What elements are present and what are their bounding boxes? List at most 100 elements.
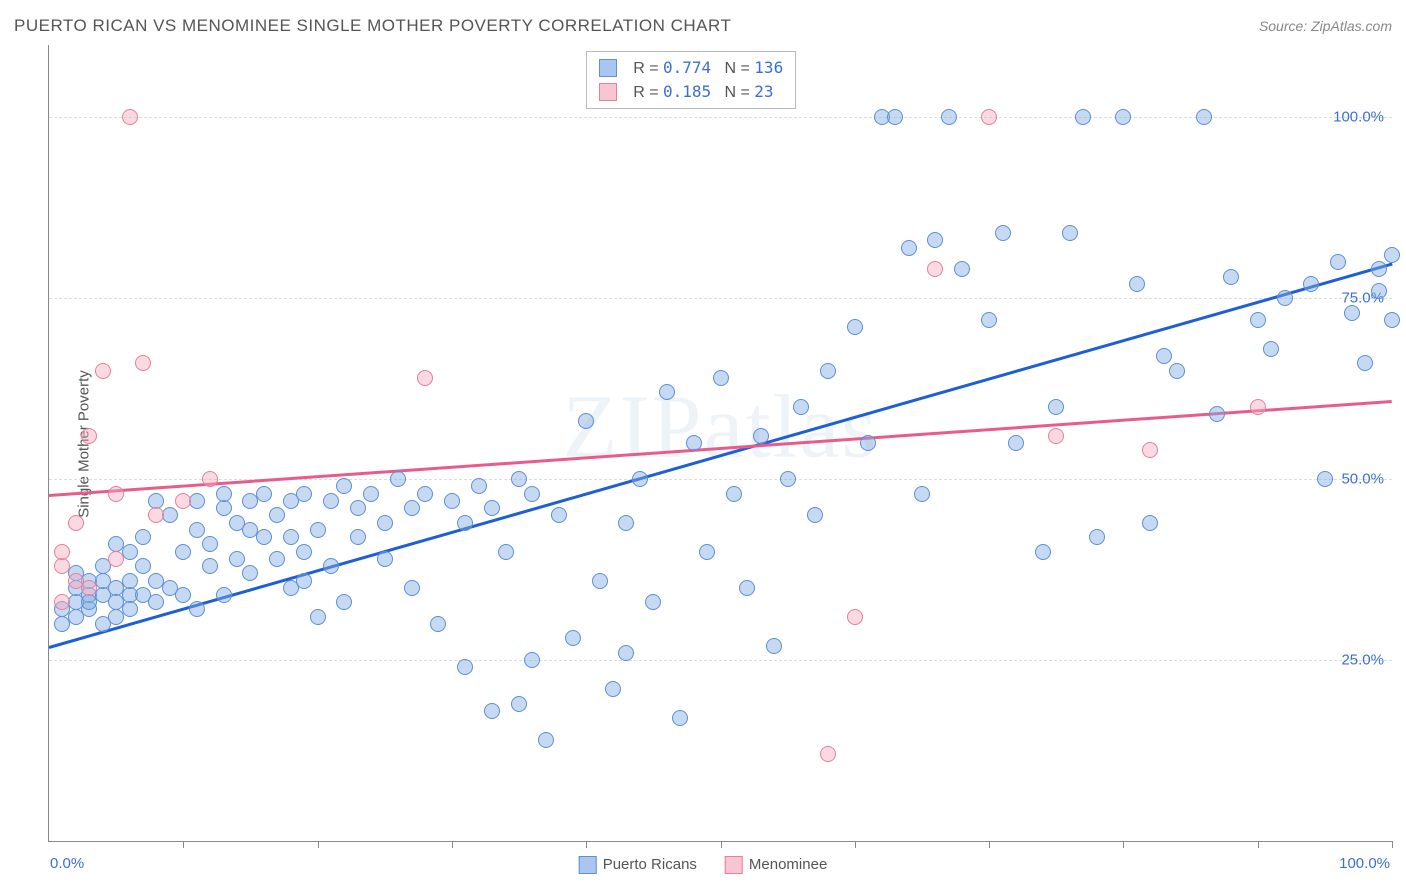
data-point xyxy=(1075,109,1091,125)
data-point xyxy=(847,609,863,625)
data-point xyxy=(524,486,540,502)
x-tick xyxy=(1258,841,1259,848)
trend-line xyxy=(49,400,1392,497)
data-point xyxy=(538,732,554,748)
data-point xyxy=(390,471,406,487)
data-point xyxy=(1048,428,1064,444)
data-point xyxy=(1196,109,1212,125)
gridline xyxy=(49,117,1392,118)
data-point xyxy=(1129,276,1145,292)
data-point xyxy=(54,544,70,560)
data-point xyxy=(148,507,164,523)
data-point xyxy=(336,594,352,610)
data-point xyxy=(296,573,312,589)
x-tick xyxy=(318,841,319,848)
data-point xyxy=(1250,312,1266,328)
data-point xyxy=(618,645,634,661)
data-point xyxy=(108,551,124,567)
data-point xyxy=(54,594,70,610)
data-point xyxy=(981,109,997,125)
data-point xyxy=(672,710,688,726)
data-point xyxy=(323,558,339,574)
data-point xyxy=(350,529,366,545)
x-tick xyxy=(989,841,990,848)
legend-swatch xyxy=(599,83,617,101)
data-point xyxy=(430,616,446,632)
data-point xyxy=(1008,435,1024,451)
series-legend: Puerto RicansMenominee xyxy=(579,856,828,874)
chart-title: PUERTO RICAN VS MENOMINEE SINGLE MOTHER … xyxy=(14,16,731,36)
y-tick-label: 50.0% xyxy=(1341,471,1384,488)
data-point xyxy=(189,522,205,538)
data-point xyxy=(1048,399,1064,415)
data-point xyxy=(404,500,420,516)
trend-line xyxy=(49,262,1393,648)
data-point xyxy=(524,652,540,668)
x-axis-min-label: 0.0% xyxy=(50,855,84,872)
data-point xyxy=(310,522,326,538)
data-point xyxy=(216,587,232,603)
data-point xyxy=(954,261,970,277)
data-point xyxy=(659,384,675,400)
data-point xyxy=(1384,312,1400,328)
data-point xyxy=(1209,406,1225,422)
x-tick xyxy=(1123,841,1124,848)
data-point xyxy=(699,544,715,560)
data-point xyxy=(269,507,285,523)
data-point xyxy=(793,399,809,415)
data-point xyxy=(860,435,876,451)
data-point xyxy=(457,659,473,675)
data-point xyxy=(417,370,433,386)
data-point xyxy=(296,544,312,560)
x-tick xyxy=(1392,841,1393,848)
x-tick xyxy=(183,841,184,848)
data-point xyxy=(1250,399,1266,415)
data-point xyxy=(901,240,917,256)
legend-text: R = 0.774 N = 136 xyxy=(633,58,783,78)
data-point xyxy=(54,558,70,574)
data-point xyxy=(820,746,836,762)
data-point xyxy=(766,638,782,654)
data-point xyxy=(242,565,258,581)
data-point xyxy=(148,594,164,610)
data-point xyxy=(81,580,97,596)
data-point xyxy=(135,529,151,545)
data-point xyxy=(1263,341,1279,357)
data-point xyxy=(820,363,836,379)
data-point xyxy=(471,478,487,494)
data-point xyxy=(1169,363,1185,379)
data-point xyxy=(887,109,903,125)
correlation-legend: R = 0.774 N = 136R = 0.185 N = 23 xyxy=(586,51,796,109)
data-point xyxy=(216,500,232,516)
data-point xyxy=(551,507,567,523)
data-point xyxy=(927,232,943,248)
data-point xyxy=(336,478,352,494)
data-point xyxy=(1035,544,1051,560)
header: PUERTO RICAN VS MENOMINEE SINGLE MOTHER … xyxy=(14,12,1392,40)
gridline xyxy=(49,660,1392,661)
data-point xyxy=(363,486,379,502)
data-point xyxy=(310,609,326,625)
data-point xyxy=(135,355,151,371)
data-point xyxy=(713,370,729,386)
legend-row: R = 0.185 N = 23 xyxy=(599,80,783,104)
data-point xyxy=(108,486,124,502)
data-point xyxy=(645,594,661,610)
data-point xyxy=(122,109,138,125)
legend-item: Puerto Ricans xyxy=(579,856,697,874)
data-point xyxy=(914,486,930,502)
data-point xyxy=(511,471,527,487)
data-point xyxy=(632,471,648,487)
data-point xyxy=(1156,348,1172,364)
data-point xyxy=(484,703,500,719)
data-point xyxy=(457,515,473,531)
data-point xyxy=(484,500,500,516)
legend-row: R = 0.774 N = 136 xyxy=(599,56,783,80)
data-point xyxy=(739,580,755,596)
data-point xyxy=(941,109,957,125)
data-point xyxy=(1142,515,1158,531)
data-point xyxy=(847,319,863,335)
data-point xyxy=(229,551,245,567)
data-point xyxy=(122,573,138,589)
data-point xyxy=(498,544,514,560)
